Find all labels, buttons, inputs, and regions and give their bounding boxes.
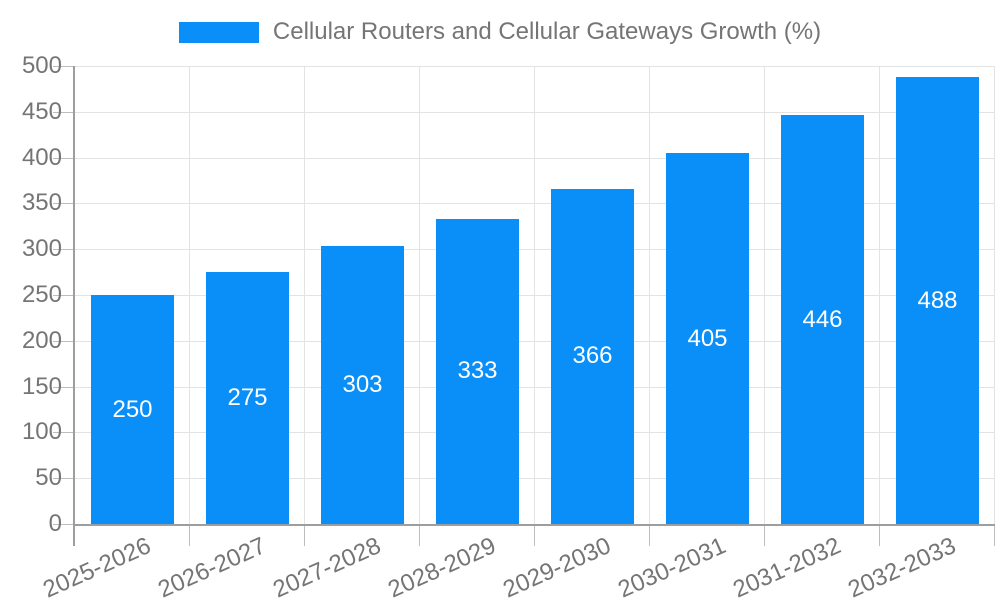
x-tick-label: 2027-2028	[268, 532, 385, 600]
x-tick-label: 2028-2029	[383, 532, 500, 600]
bar: 366	[551, 188, 634, 524]
h-gridline	[75, 386, 995, 388]
v-gridline	[879, 66, 880, 524]
y-tick	[53, 249, 73, 251]
bar-value-label: 366	[572, 342, 613, 370]
y-tick	[53, 340, 73, 342]
h-gridline	[75, 432, 995, 434]
y-tick	[53, 111, 73, 113]
bar-value-label: 333	[457, 357, 498, 385]
v-gridline	[189, 66, 190, 524]
y-tick-label: 500	[21, 52, 62, 79]
x-tick-label: 2031-2032	[728, 532, 845, 600]
x-tick	[534, 526, 535, 546]
x-tick	[419, 526, 420, 546]
y-tick-label: 250	[21, 281, 62, 308]
y-tick	[53, 295, 73, 296]
x-tick	[649, 526, 650, 546]
x-tick	[994, 526, 995, 546]
v-gridline	[764, 66, 765, 524]
bar-value-label: 405	[687, 324, 728, 352]
h-gridline	[75, 249, 995, 251]
bar: 488	[896, 77, 979, 524]
v-gridline	[419, 66, 420, 524]
h-gridline	[75, 66, 995, 67]
h-gridline	[75, 203, 995, 205]
h-gridline	[75, 157, 995, 159]
h-gridline	[75, 111, 995, 113]
chart-legend: Cellular Routers and Cellular Gateways G…	[0, 18, 1000, 46]
y-tick-label: 400	[21, 143, 62, 171]
v-gridline	[649, 66, 650, 524]
x-tick-label: 2030-2031	[613, 532, 730, 600]
plot-area: 250 275 303 333 366 405 446 488	[53, 66, 995, 546]
y-tick-label: 50	[35, 464, 62, 492]
x-tick	[764, 526, 765, 546]
y-tick	[53, 66, 73, 67]
x-tick-label: 2032-2033	[843, 532, 960, 600]
y-tick	[53, 478, 73, 480]
bar: 405	[666, 153, 749, 524]
x-tick	[879, 526, 880, 546]
y-tick-label: 100	[21, 418, 62, 446]
x-tick	[304, 526, 305, 546]
bar-value-label: 488	[917, 286, 958, 314]
bar-value-label: 250	[112, 395, 153, 423]
v-gridline	[534, 66, 535, 524]
v-gridline	[994, 66, 995, 524]
x-tick-label: 2029-2030	[498, 532, 615, 600]
bar: 275	[206, 272, 289, 524]
y-tick-label: 300	[21, 235, 62, 263]
x-tick	[189, 526, 190, 546]
bar: 303	[321, 246, 404, 524]
y-tick-label: 350	[21, 189, 62, 217]
legend-swatch-icon	[178, 21, 259, 43]
y-axis-tail	[73, 526, 75, 546]
y-tick	[53, 432, 73, 434]
h-gridline	[75, 340, 995, 342]
x-tick-label: 2026-2027	[153, 532, 270, 600]
y-tick	[53, 203, 73, 205]
bar: 446	[781, 115, 864, 524]
y-tick-label: 150	[21, 372, 62, 400]
legend-label: Cellular Routers and Cellular Gateways G…	[272, 18, 822, 45]
h-gridline	[75, 295, 995, 296]
bar-value-label: 275	[227, 384, 268, 412]
bar-value-label: 303	[342, 371, 383, 399]
y-tick-label: 0	[48, 510, 62, 537]
bar: 333	[436, 218, 519, 524]
v-gridline	[304, 66, 305, 524]
bar: 250	[91, 295, 174, 524]
h-gridline	[75, 478, 995, 480]
y-tick	[53, 157, 73, 159]
x-tick-label: 2025-2026	[38, 532, 155, 600]
y-tick	[53, 386, 73, 388]
y-tick-label: 450	[21, 97, 62, 125]
y-tick-label: 200	[21, 326, 62, 354]
bar-value-label: 446	[802, 305, 843, 333]
y-tick	[53, 524, 73, 525]
